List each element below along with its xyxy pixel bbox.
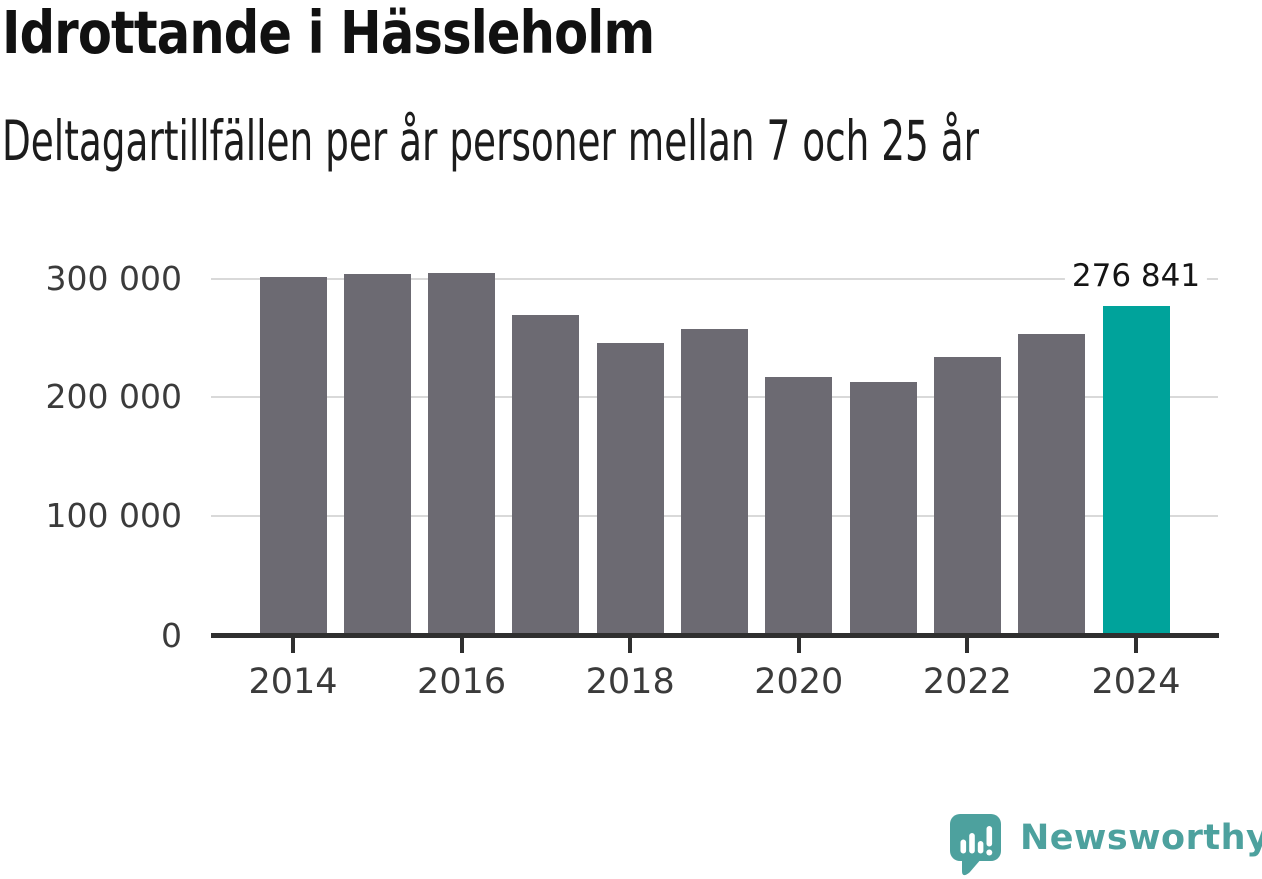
x-axis-label-2020: 2020 [754, 662, 844, 702]
x-axis-label-2014: 2014 [248, 662, 338, 702]
bar-2024 [1102, 306, 1170, 634]
y-axis-label-100000: 100 000 [45, 495, 182, 535]
bar-2017 [512, 314, 580, 634]
x-axis-label-2018: 2018 [585, 662, 675, 702]
newsworthy-speech-bubble-chart-icon [950, 814, 1001, 876]
x-axis-tick-2024 [1134, 638, 1138, 653]
x-axis-tick-2016 [459, 638, 464, 653]
x-axis-tick-2014 [291, 638, 295, 653]
bar-2021 [849, 381, 917, 634]
bar-2020 [765, 376, 833, 634]
bar-2023 [1018, 333, 1086, 634]
bar-2018 [596, 342, 664, 634]
x-axis-tick-2022 [965, 638, 970, 653]
y-axis-label-200000: 200 000 [45, 377, 182, 417]
x-axis-label-2022: 2022 [922, 662, 1012, 702]
newsworthy-logo: Newsworthy [950, 814, 1262, 879]
chart-title: Idrottande i Hässleholm [2, 0, 655, 67]
x-axis-tick-2020 [796, 638, 801, 653]
highlight-value-label: 276 841 [1064, 256, 1208, 296]
bar-2019 [681, 328, 748, 634]
x-axis-label-2016: 2016 [417, 662, 507, 702]
newsworthy-logo-text: Newsworthy [1020, 818, 1262, 858]
bar-2015 [343, 274, 411, 634]
x-axis-line [211, 633, 1219, 638]
chart-subtitle: Deltagartillfällen per år personer mella… [2, 109, 980, 173]
gridline-300000 [211, 277, 1218, 280]
y-axis-label-300000: 300 000 [45, 258, 182, 298]
bar-2016 [428, 273, 496, 634]
bar-2014 [259, 277, 327, 634]
x-axis-label-2024: 2024 [1091, 662, 1181, 702]
y-axis-label-0: 0 [161, 615, 182, 655]
bar-2022 [933, 356, 1001, 634]
x-axis-tick-2018 [628, 638, 633, 653]
